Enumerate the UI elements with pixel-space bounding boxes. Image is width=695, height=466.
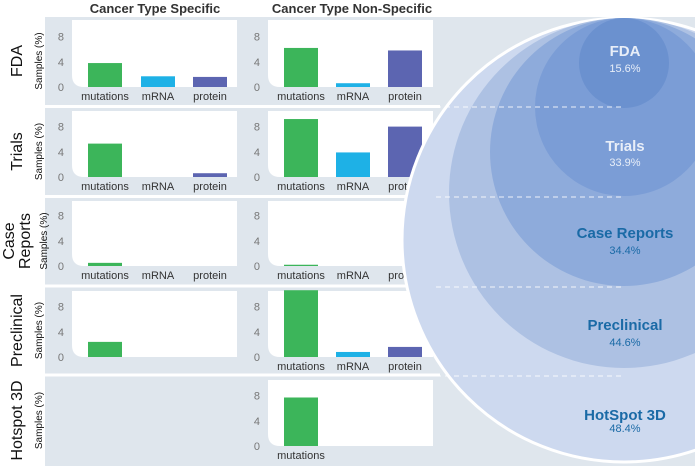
y-tick-label: 8 [254, 302, 260, 314]
bar-mutations [284, 119, 318, 177]
y-tick-label: 8 [58, 122, 64, 134]
circle-percent: 15.6% [609, 63, 640, 75]
row-label: Reports [17, 213, 34, 269]
category-label: mutations [277, 181, 325, 193]
y-tick-label: 8 [254, 391, 260, 403]
category-label: mutations [277, 91, 325, 103]
bar-mutations [88, 341, 122, 357]
bar-mutations [88, 63, 122, 87]
category-label: protein [193, 181, 227, 193]
circle-label: Preclinical [587, 317, 662, 334]
category-label: mutations [81, 181, 129, 193]
y-tick-label: 4 [254, 147, 260, 159]
category-label: mRNA [142, 91, 175, 103]
category-label: mRNA [337, 270, 370, 282]
y-tick-label: 8 [254, 32, 260, 44]
y-tick-label: 4 [58, 147, 64, 159]
y-tick-label: 0 [58, 352, 64, 364]
category-label: mRNA [142, 181, 175, 193]
category-label: mRNA [337, 91, 370, 103]
row-label: Hotspot 3D [9, 380, 26, 460]
plot-area [72, 291, 237, 357]
y-tick-label: 8 [58, 211, 64, 223]
y-tick-label: 0 [58, 82, 64, 94]
y-tick-label: 8 [58, 32, 64, 44]
y-tick-label: 4 [254, 327, 260, 339]
y-axis-label: Samples (%) [34, 123, 45, 180]
circle-label: Case Reports [577, 225, 674, 242]
bar-protein [193, 173, 227, 177]
y-tick-label: 0 [254, 352, 260, 364]
y-axis-label: Samples (%) [34, 302, 45, 359]
row-label: Trials [9, 132, 26, 171]
y-tick-label: 0 [254, 172, 260, 184]
row-separator [45, 284, 440, 288]
column-header-specific: Cancer Type Specific [90, 1, 221, 16]
category-label: mRNA [337, 361, 370, 373]
category-label: mRNA [142, 270, 175, 282]
plot-area [268, 201, 433, 266]
circle-percent: 44.6% [609, 337, 640, 349]
y-tick-label: 0 [254, 441, 260, 453]
bar-mRNA [336, 152, 370, 177]
category-label: protein [193, 91, 227, 103]
circle-label: FDA [610, 43, 641, 60]
category-label: mutations [277, 361, 325, 373]
bar-mutations [284, 264, 318, 266]
circle-label: Trials [605, 138, 644, 155]
y-tick-label: 4 [58, 57, 64, 69]
row-separator [45, 105, 440, 108]
category-label: protein [388, 361, 422, 373]
bar-protein [388, 50, 422, 87]
y-tick-label: 4 [254, 416, 260, 428]
circle-label: HotSpot 3D [584, 407, 666, 424]
bar-mutations [88, 262, 122, 266]
y-tick-label: 4 [58, 327, 64, 339]
y-tick-label: 0 [254, 261, 260, 273]
row-separator [45, 195, 440, 198]
y-tick-label: 0 [58, 172, 64, 184]
row-separator [45, 373, 440, 377]
y-tick-label: 0 [58, 261, 64, 273]
category-label: mutations [277, 450, 325, 462]
row-label: FDA [9, 45, 26, 77]
category-label: protein [193, 270, 227, 282]
y-tick-label: 0 [254, 82, 260, 94]
bar-mRNA [336, 351, 370, 357]
column-header-nonspecific: Cancer Type Non-Specific [272, 1, 432, 16]
y-tick-label: 4 [58, 236, 64, 248]
y-axis-label: Samples (%) [39, 212, 50, 269]
y-axis-label: Samples (%) [34, 32, 45, 89]
y-tick-label: 8 [58, 302, 64, 314]
category-label: mutations [277, 270, 325, 282]
y-tick-label: 4 [254, 57, 260, 69]
y-axis-label: Samples (%) [34, 392, 45, 449]
circle-percent: 48.4% [609, 423, 640, 435]
row-label: Preclinical [9, 294, 26, 367]
bar-mutations [284, 290, 318, 357]
category-label: mutations [81, 270, 129, 282]
bar-mutations [88, 143, 122, 177]
y-tick-label: 8 [254, 122, 260, 134]
circle-percent: 34.4% [609, 245, 640, 257]
category-label: protein [388, 91, 422, 103]
row-label: Case [1, 222, 18, 259]
evidence-circle-fda [579, 18, 669, 108]
bar-protein [193, 76, 227, 87]
y-tick-label: 4 [254, 236, 260, 248]
circle-percent: 33.9% [609, 157, 640, 169]
bar-mRNA [141, 76, 175, 87]
category-label: mRNA [337, 181, 370, 193]
bar-mRNA [336, 83, 370, 87]
bar-protein [388, 346, 422, 357]
bar-mutations [284, 397, 318, 446]
plot-area [72, 201, 237, 266]
category-label: mutations [81, 91, 129, 103]
y-tick-label: 8 [254, 211, 260, 223]
bar-mutations [284, 47, 318, 87]
